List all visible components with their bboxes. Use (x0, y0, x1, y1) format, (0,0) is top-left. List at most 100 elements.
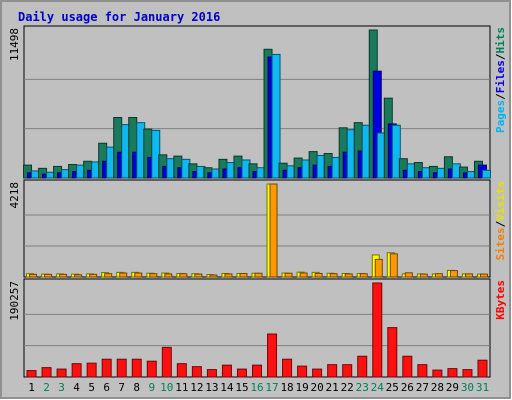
bar-kbytes-day-15 (236, 368, 247, 378)
x-tick-label: 11 (175, 381, 188, 394)
bar-sites-day-31 (479, 273, 488, 278)
bar-sites-day-24 (374, 258, 383, 278)
bar-sites-day-13 (209, 274, 218, 278)
bar-kbytes-day-29 (447, 368, 458, 378)
x-tick-label: 27 (416, 381, 429, 394)
x-tick-label: 30 (461, 381, 474, 394)
legend-separator: / (494, 220, 507, 227)
bar-pages-day-25 (391, 124, 401, 179)
bar-pages-day-17 (271, 53, 281, 179)
bar-kbytes-day-13 (206, 369, 217, 378)
bar-kbytes-day-8 (131, 358, 142, 378)
bar-sites-day-6 (104, 273, 113, 278)
bar-kbytes-day-26 (402, 355, 413, 378)
x-tick-label: 6 (103, 381, 110, 394)
bar-kbytes-day-16 (252, 364, 262, 378)
bar-kbytes-day-22 (342, 364, 353, 378)
legend-item-pages: Pages (494, 100, 507, 133)
bar-sites-day-29 (449, 270, 458, 278)
panel-top-legend: Pages/Files/Hits (494, 27, 507, 133)
x-tick-label: 10 (160, 381, 173, 394)
x-tick-label: 1 (28, 381, 35, 394)
bar-sites-day-4 (74, 274, 83, 278)
x-tick-label: 16 (250, 381, 263, 394)
bar-sites-day-9 (149, 273, 158, 278)
bar-kbytes-day-12 (191, 366, 202, 378)
x-tick-label: 21 (326, 381, 339, 394)
bar-kbytes-day-2 (41, 367, 52, 378)
bar-kbytes-day-5 (86, 362, 97, 378)
bar-kbytes-day-7 (116, 358, 127, 378)
legend-item-files: Files (494, 60, 507, 93)
chart-title: Daily usage for January 2016 (18, 10, 220, 24)
bar-sites-day-19 (299, 272, 308, 278)
bar-kbytes-day-28 (432, 369, 443, 378)
panels-layer: 11498Pages/Files/Hits4218Sites/Visits190… (8, 25, 507, 378)
bar-sites-day-12 (194, 273, 203, 278)
x-tick-label: 5 (88, 381, 95, 394)
x-tick-labels: 1 2 3 4 5 6 7 8 9 10 11 12 13 14 15 16 17 18 19 20 21 22 23 24 2… (28, 381, 489, 394)
bar-sites-day-23 (359, 273, 368, 278)
bar-kbytes-day-31 (477, 359, 488, 378)
panel-middle-plot-area (23, 179, 491, 278)
x-tick-label: 31 (476, 381, 489, 394)
panel-bottom-plot-area (23, 278, 491, 378)
legend-separator: / (494, 53, 507, 60)
panel-top-max-label: 11498 (8, 28, 21, 61)
panel-bottom-legend: KBytes (494, 280, 507, 320)
legend-separator: / (494, 93, 507, 100)
bar-sites-day-21 (329, 273, 338, 278)
bar-sites-day-28 (434, 273, 443, 278)
panel-top-plot-area (23, 25, 491, 179)
x-tick-label: 20 (311, 381, 324, 394)
bar-kbytes-day-1 (26, 370, 37, 378)
bar-pages-day-9 (151, 129, 161, 179)
x-tick-label: 28 (431, 381, 444, 394)
bar-kbytes-day-4 (71, 363, 82, 378)
bar-sites-day-20 (314, 272, 323, 278)
bar-sites-day-25 (389, 253, 398, 278)
bar-kbytes-day-27 (417, 364, 428, 378)
panel-middle-max-label: 4218 (8, 182, 21, 209)
bar-sites-day-14 (224, 273, 233, 278)
bar-sites-day-30 (464, 273, 473, 278)
bar-kbytes-day-25 (387, 327, 398, 378)
bar-kbytes-day-30 (462, 369, 473, 378)
x-tick-label: 22 (341, 381, 354, 394)
x-tick-label: 19 (295, 381, 308, 394)
bar-kbytes-day-14 (221, 364, 232, 378)
bar-sites-day-8 (134, 272, 143, 278)
bar-sites-day-15 (239, 272, 248, 278)
bar-sites-day-11 (179, 273, 188, 278)
x-tick-label: 14 (220, 381, 234, 394)
bar-kbytes-day-6 (101, 358, 112, 378)
x-tick-label: 4 (73, 381, 80, 394)
x-tick-label: 24 (371, 381, 385, 394)
bar-kbytes-day-23 (357, 355, 368, 378)
bar-sites-day-17 (269, 183, 278, 278)
bar-sites-day-16 (254, 272, 263, 278)
x-tick-label: 23 (356, 381, 369, 394)
legend-item-hits: Hits (494, 27, 507, 54)
bar-sites-day-26 (404, 272, 413, 278)
bar-kbytes-day-17 (267, 333, 278, 378)
panel-middle-legend: Sites/Visits (494, 181, 507, 261)
x-tick-label: 9 (148, 381, 155, 394)
bar-kbytes-day-18 (282, 358, 293, 378)
legend-item-visits: Visits (494, 181, 507, 221)
bar-kbytes-day-19 (297, 365, 308, 378)
bar-kbytes-day-11 (176, 363, 187, 378)
bar-kbytes-day-3 (56, 368, 67, 378)
x-tick-label: 15 (235, 381, 248, 394)
bar-sites-day-27 (419, 273, 428, 278)
x-tick-label: 13 (205, 381, 218, 394)
x-tick-label: 29 (446, 381, 459, 394)
bar-sites-day-1 (29, 273, 38, 278)
bar-sites-day-5 (89, 273, 98, 278)
bar-sites-day-22 (344, 273, 353, 278)
x-tick-label: 17 (265, 381, 278, 394)
bar-kbytes-day-24 (372, 282, 383, 378)
bar-kbytes-day-10 (161, 346, 172, 378)
x-tick-label: 26 (401, 381, 414, 394)
